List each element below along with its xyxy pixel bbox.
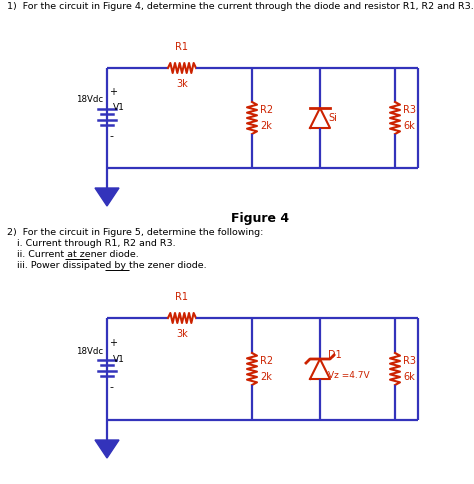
Text: R3: R3: [403, 356, 416, 366]
Text: i. Current through R1, R2 and R3.: i. Current through R1, R2 and R3.: [17, 239, 176, 248]
Text: 18Vdc: 18Vdc: [76, 347, 103, 356]
Text: R1: R1: [175, 42, 189, 52]
Polygon shape: [95, 188, 119, 206]
Text: 3k: 3k: [176, 79, 188, 89]
Text: R2: R2: [260, 105, 273, 115]
Text: iii. Power dissipated by the zener diode.: iii. Power dissipated by the zener diode…: [17, 261, 207, 270]
Text: 2k: 2k: [260, 121, 272, 131]
Text: V1: V1: [113, 354, 125, 363]
Text: 3k: 3k: [176, 329, 188, 339]
Text: R2: R2: [260, 356, 273, 366]
Text: 6k: 6k: [403, 372, 415, 382]
Text: R3: R3: [403, 105, 416, 115]
Text: 2k: 2k: [260, 372, 272, 382]
Text: 1)  For the circuit in Figure 4, determine the current through the diode and res: 1) For the circuit in Figure 4, determin…: [7, 2, 474, 11]
Text: +: +: [109, 338, 117, 348]
Text: 18Vdc: 18Vdc: [76, 95, 103, 105]
Text: 6k: 6k: [403, 121, 415, 131]
Text: -: -: [109, 131, 113, 141]
Text: V1: V1: [113, 104, 125, 112]
Text: Vz =4.7V: Vz =4.7V: [328, 370, 370, 379]
Text: +: +: [109, 87, 117, 97]
Text: -: -: [109, 382, 113, 392]
Text: 2)  For the circuit in Figure 5, determine the following:: 2) For the circuit in Figure 5, determin…: [7, 228, 264, 237]
Polygon shape: [95, 440, 119, 458]
Text: R1: R1: [175, 292, 189, 302]
Text: ii. Current at zener diode.: ii. Current at zener diode.: [17, 250, 139, 259]
Text: Figure 4: Figure 4: [231, 212, 289, 225]
Text: D1: D1: [328, 350, 342, 360]
Text: Si: Si: [328, 113, 337, 123]
